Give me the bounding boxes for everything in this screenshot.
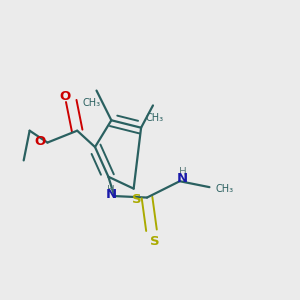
Text: CH₃: CH₃ (215, 184, 233, 194)
Text: O: O (35, 135, 46, 148)
Text: N: N (106, 188, 117, 201)
Text: H: H (179, 167, 187, 177)
Text: S: S (150, 235, 159, 248)
Text: CH₃: CH₃ (146, 113, 164, 123)
Text: S: S (132, 194, 141, 206)
Text: H: H (107, 184, 115, 194)
Text: N: N (177, 172, 188, 185)
Text: O: O (60, 90, 71, 103)
Text: CH₃: CH₃ (83, 98, 101, 108)
